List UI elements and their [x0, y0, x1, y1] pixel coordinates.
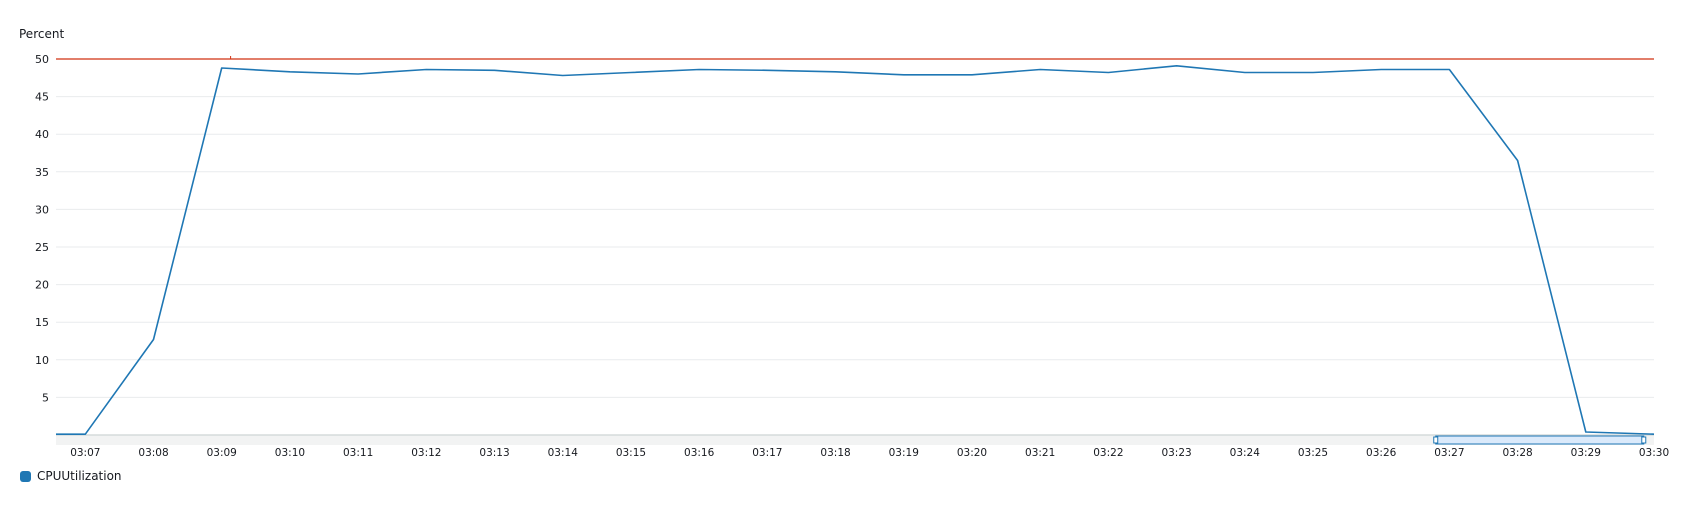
y-tick-label: 20 [35, 279, 49, 292]
data-point [492, 67, 498, 73]
data-point [1446, 67, 1452, 73]
data-point [1105, 70, 1111, 76]
brush-handle-right[interactable] [1642, 437, 1646, 443]
x-tick-label: 03:17 [752, 447, 782, 459]
x-tick-label: 03:09 [207, 447, 237, 459]
series-line-cpuutilization [56, 66, 1654, 434]
data-point [1037, 67, 1043, 73]
y-tick-label: 5 [42, 391, 49, 404]
y-tick-label: 25 [35, 241, 49, 254]
data-point [1651, 431, 1657, 437]
x-tick-label: 03:10 [275, 447, 305, 459]
data-point [1174, 63, 1180, 69]
x-tick-label: 03:30 [1639, 447, 1669, 459]
legend-item-cpuutilization[interactable]: CPUUtilization [20, 468, 122, 484]
legend-label: CPUUtilization [37, 469, 122, 483]
data-point [1378, 67, 1384, 73]
x-tick-label: 03:26 [1366, 447, 1397, 459]
x-tick-label: 03:27 [1434, 447, 1464, 459]
data-point [1242, 70, 1248, 76]
x-tick-label: 03:16 [684, 447, 715, 459]
x-tick-label: 03:15 [616, 447, 646, 459]
y-tick-label: 45 [35, 91, 49, 104]
x-tick-label: 03:11 [343, 447, 373, 459]
brush-handle-left[interactable] [1434, 437, 1438, 443]
x-axis [56, 435, 1654, 445]
x-tick-label: 03:21 [1025, 447, 1055, 459]
series-group [53, 63, 1657, 437]
x-tick-label: 03:20 [957, 447, 987, 459]
x-tick-label: 03:19 [889, 447, 919, 459]
y-axis-label: Percent [19, 27, 64, 41]
data-point [560, 73, 566, 79]
x-tick-label: 03:29 [1571, 447, 1601, 459]
data-point [355, 71, 361, 77]
data-point [219, 65, 225, 71]
x-axis-ticks: 03:07 03:08 03:09 03:10 03:11 03:12 03:13 03:14… [70, 447, 1669, 459]
data-point [969, 72, 975, 78]
x-tick-label: 03:22 [1093, 447, 1123, 459]
x-tick-label: 03:25 [1298, 447, 1328, 459]
data-point [628, 70, 634, 76]
x-tick-label: 03:28 [1502, 447, 1532, 459]
data-point [901, 72, 907, 78]
data-point [151, 336, 157, 342]
data-point [764, 67, 770, 73]
y-tick-label: 40 [35, 128, 49, 141]
data-point [82, 431, 88, 437]
y-tick-label: 50 [35, 53, 49, 66]
y-tick-label: 30 [35, 203, 49, 216]
data-point [53, 431, 59, 437]
brush-selection[interactable] [1436, 436, 1644, 444]
grid-lines [56, 59, 1654, 397]
x-tick-label: 03:07 [70, 447, 100, 459]
x-tick-label: 03:12 [411, 447, 441, 459]
y-tick-label: 35 [35, 166, 49, 179]
data-point [1583, 429, 1589, 435]
data-point [423, 67, 429, 73]
legend-swatch [20, 471, 31, 482]
x-tick-label: 03:13 [479, 447, 509, 459]
threshold-group [56, 56, 1654, 59]
data-point [696, 67, 702, 73]
y-tick-label: 15 [35, 316, 49, 329]
x-tick-label: 03:08 [138, 447, 168, 459]
data-point [833, 69, 839, 75]
time-brush[interactable] [1434, 436, 1646, 444]
x-tick-label: 03:24 [1230, 447, 1261, 459]
data-point [287, 69, 293, 75]
data-point [1515, 158, 1521, 164]
y-tick-label: 10 [35, 354, 49, 367]
x-axis-strip [56, 435, 1654, 445]
y-axis-ticks: 5 10 15 20 25 30 35 40 45 50 [35, 53, 49, 404]
x-tick-label: 03:18 [820, 447, 850, 459]
x-tick-label: 03:23 [1161, 447, 1191, 459]
x-tick-label: 03:14 [548, 447, 579, 459]
data-point [1310, 70, 1316, 76]
